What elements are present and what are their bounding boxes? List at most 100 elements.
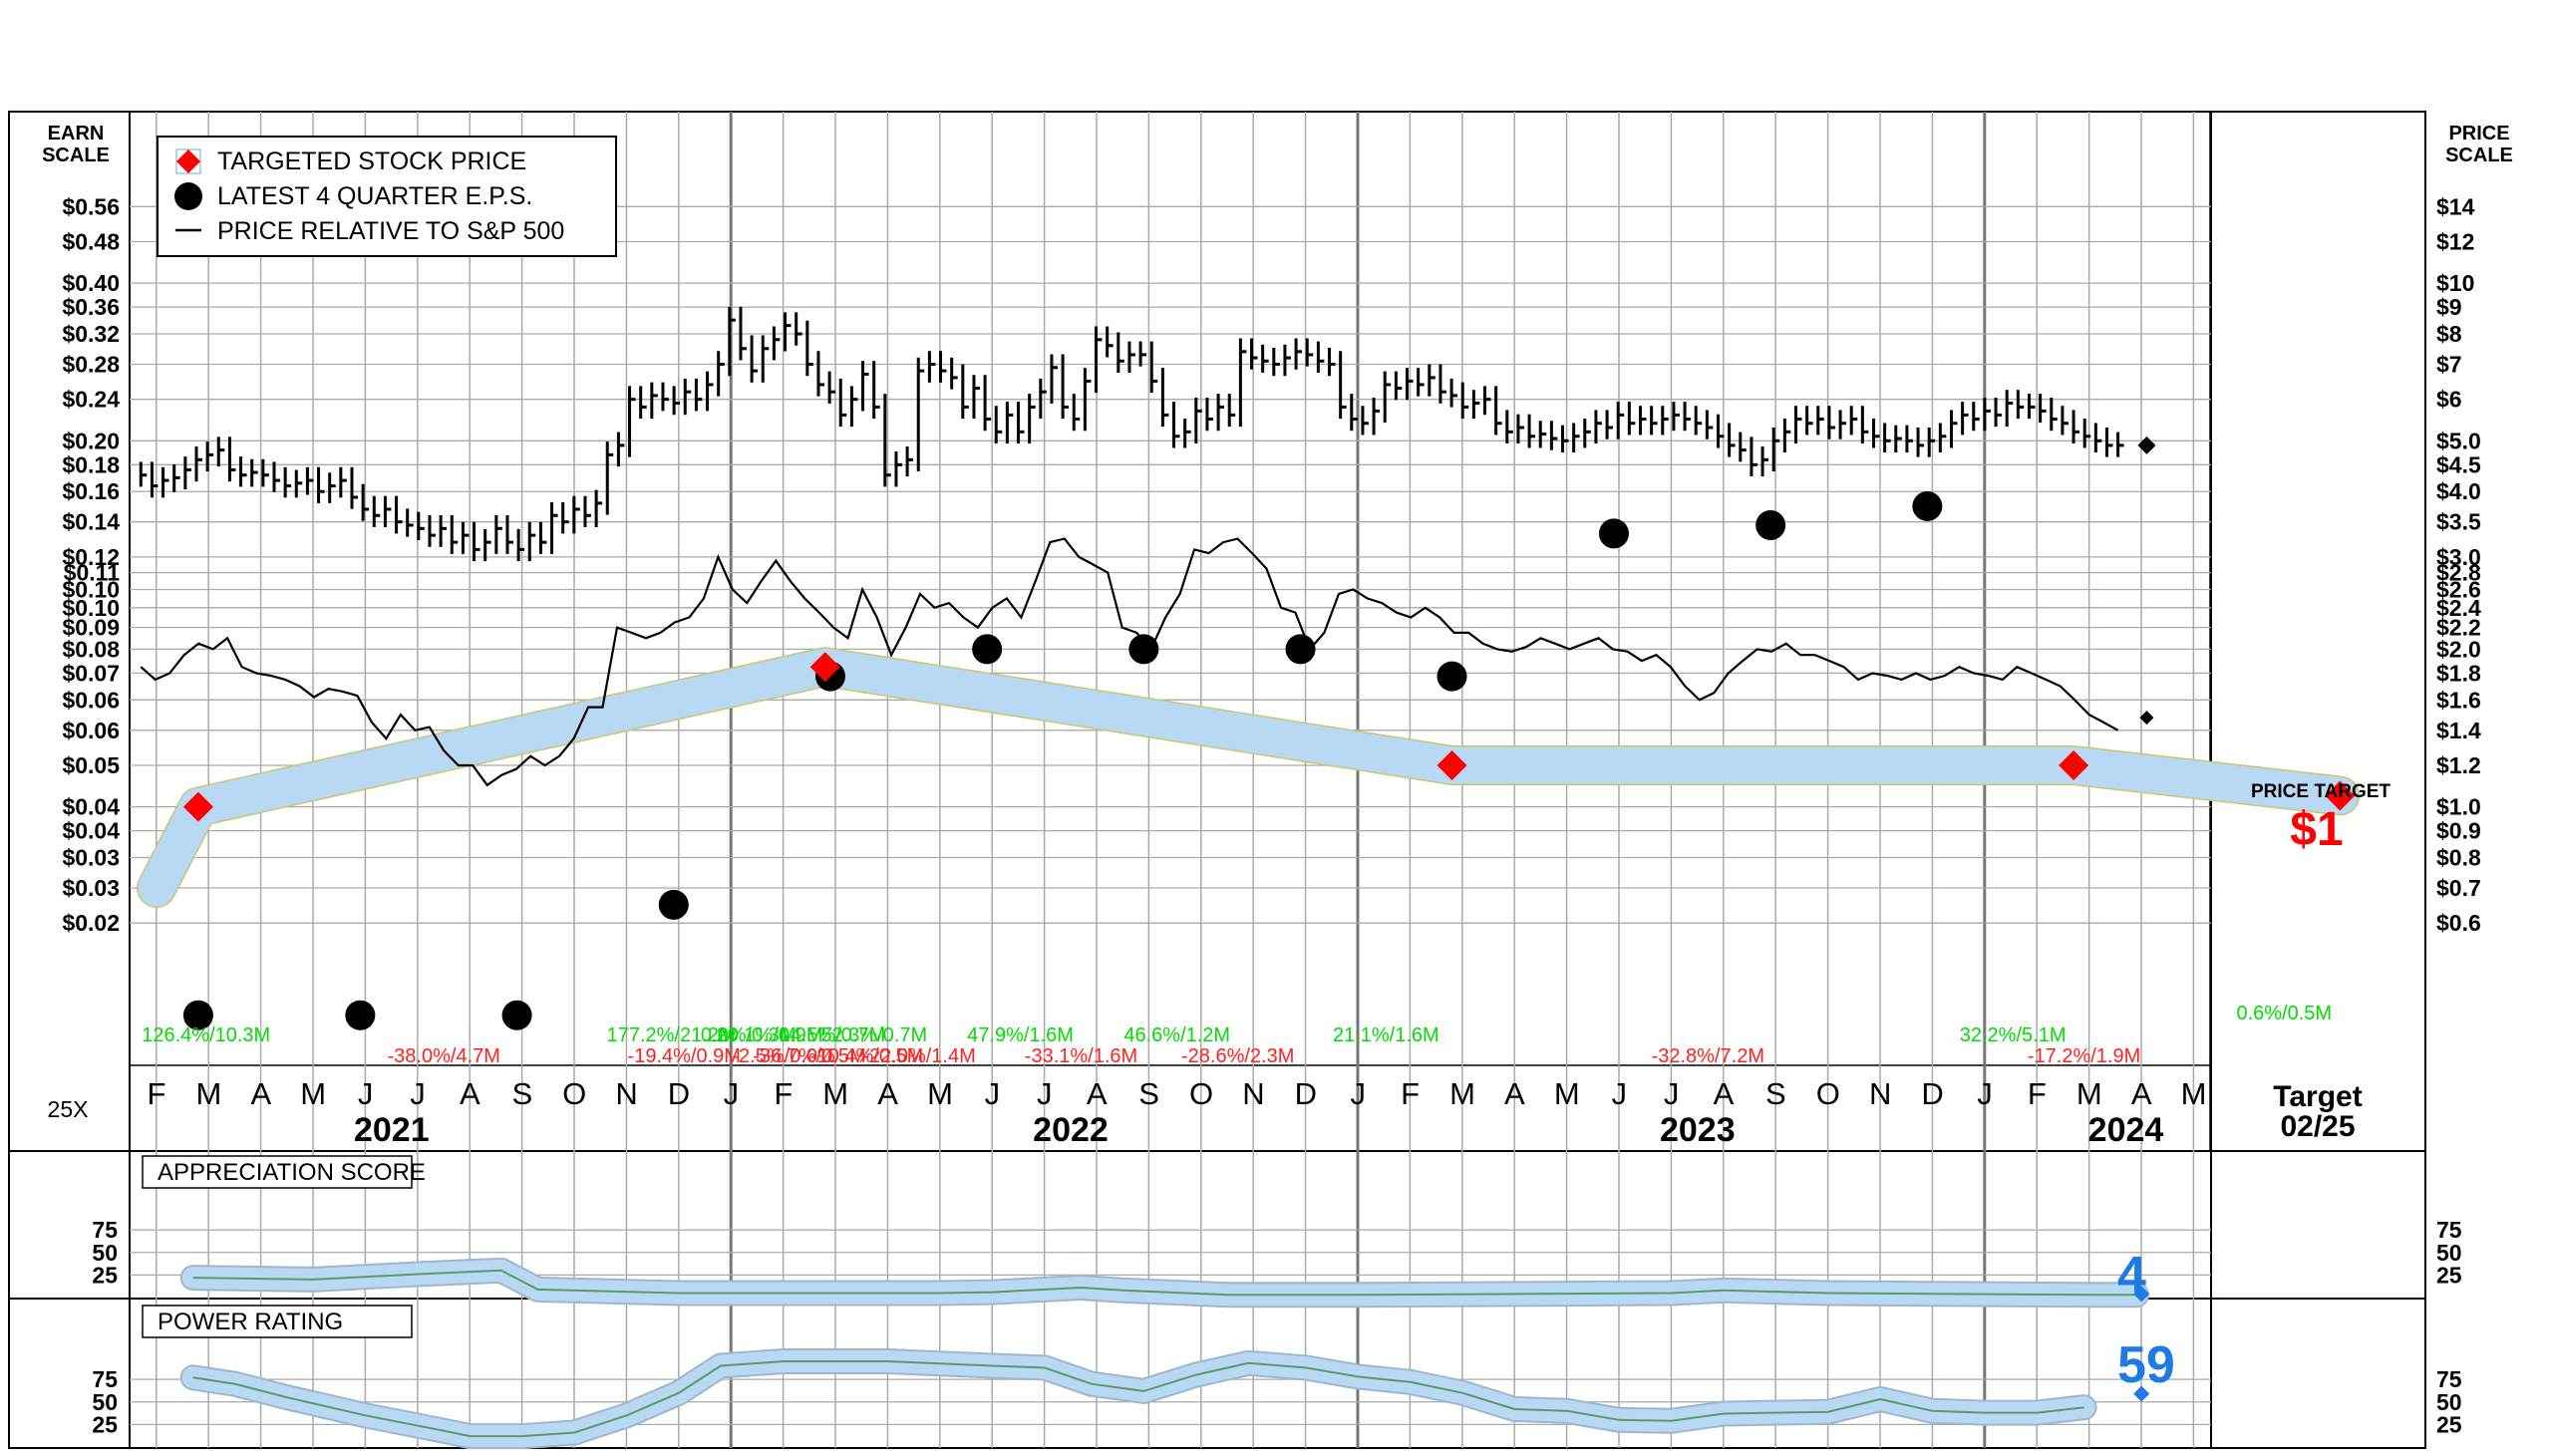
price-bar: [1471, 390, 1480, 420]
earn-tick-label: $0.16: [62, 478, 120, 504]
growth-label: -17.2%/1.9M: [2028, 1045, 2140, 1067]
price-bar: [205, 441, 214, 472]
growth-label: 177.2%/21.2M: [607, 1024, 736, 1046]
price-tick-label: $2.2: [2436, 615, 2481, 641]
price-bar: [2005, 390, 2014, 428]
price-bar: [939, 351, 947, 383]
eps-dot: [1128, 634, 1159, 665]
month-label: F: [148, 1076, 166, 1111]
price-tick-label: $10: [2436, 270, 2474, 296]
appreciation-tick-right: 25: [2436, 1262, 2462, 1288]
power-current-value: 59: [2117, 1336, 2175, 1394]
price-bar: [1938, 423, 1947, 452]
price-bar: [583, 495, 591, 527]
price-bar: [916, 357, 925, 472]
price-bar: [1116, 332, 1124, 373]
price-bar: [383, 495, 392, 527]
legend-relative-label: PRICE RELATIVE TO S&P 500: [217, 217, 564, 245]
price-tick-label: $9: [2436, 294, 2462, 320]
price-bar: [1138, 341, 1147, 367]
price-bar: [1527, 414, 1536, 448]
eps-dot: [501, 1000, 532, 1030]
price-tick-label: $4.0: [2436, 478, 2481, 504]
earn-tick-label: $0.04: [62, 818, 120, 844]
price-bar: [2072, 410, 2080, 444]
month-label: M: [2181, 1076, 2207, 1111]
earn-scale-title-line2: SCALE: [42, 145, 110, 166]
price-bar: [1605, 410, 1614, 439]
price-bar: [1050, 354, 1058, 404]
earn-tick-label: $0.06: [62, 718, 120, 743]
price-target-caption: PRICE TARGET: [2251, 781, 2391, 802]
eps-dot: [1598, 518, 1629, 549]
growth-label: -32.8%/7.2M: [1652, 1045, 1764, 1067]
year-label: 2022: [1033, 1111, 1109, 1149]
earn-scale-title-line1: EARN: [48, 123, 105, 145]
price-bar: [1860, 406, 1869, 444]
price-bar: [2027, 394, 2036, 420]
price-bar: [305, 466, 314, 495]
price-tick-label: $12: [2436, 228, 2474, 254]
earn-tick-label: $0.36: [62, 294, 120, 320]
month-label: N: [1242, 1076, 1264, 1111]
price-bar: [1449, 378, 1458, 408]
earn-tick-label: $0.40: [62, 270, 120, 296]
earn-tick-label: $0.10: [62, 577, 120, 603]
month-label: J: [1977, 1076, 1993, 1111]
month-label: J: [1037, 1076, 1053, 1111]
price-bar: [1095, 326, 1103, 394]
price-tick-label: $8: [2436, 321, 2462, 347]
multiplier-label: 25X: [48, 1096, 89, 1122]
earn-tick-label: $0.14: [62, 509, 120, 535]
month-label: O: [1816, 1076, 1840, 1111]
price-bar: [994, 406, 1003, 444]
price-bar: [927, 351, 936, 383]
price-bar: [717, 351, 725, 397]
price-bar: [183, 456, 191, 490]
month-label: M: [927, 1076, 953, 1111]
month-label: J: [1611, 1076, 1627, 1111]
appreciation-current-marker: [2133, 1286, 2150, 1303]
chart-frame: [8, 111, 2426, 1449]
price-bar: [1261, 344, 1269, 373]
price-bar: [2116, 432, 2124, 457]
price-bar: [1750, 437, 1757, 477]
price-bar: [439, 515, 448, 547]
price-bar: [1650, 406, 1658, 436]
price-bar: [339, 466, 347, 498]
price-bar: [1716, 414, 1725, 448]
price-bar: [1328, 347, 1336, 377]
price-bar: [172, 464, 180, 492]
month-label: S: [1138, 1076, 1159, 1111]
price-tick-label: $6: [2436, 387, 2462, 413]
price-bar: [272, 461, 280, 492]
price-bar: [628, 386, 636, 457]
price-bar: [616, 432, 625, 467]
earn-tick-label: $0.20: [62, 428, 120, 453]
price-bar: [1827, 406, 1835, 439]
price-bar: [1438, 364, 1446, 404]
target-label-line2: 02/25: [2280, 1110, 2355, 1143]
price-bar: [283, 466, 292, 498]
power-tick-right: 25: [2436, 1411, 2462, 1437]
price-bar: [1805, 406, 1813, 436]
price-bar: [1083, 368, 1092, 432]
price-bar: [1816, 406, 1824, 436]
month-label: F: [1401, 1076, 1420, 1111]
price-bar: [1949, 410, 1958, 448]
eps-dot: [1912, 490, 1943, 521]
price-bar: [883, 394, 891, 487]
price-tick-label: $5.0: [2436, 428, 2481, 453]
price-bar: [894, 451, 902, 487]
price-bar: [1894, 425, 1902, 452]
price-bar: [594, 489, 603, 527]
earn-tick-label: $0.03: [62, 875, 120, 901]
month-label: S: [1765, 1076, 1786, 1111]
month-label: J: [724, 1076, 740, 1111]
appreciation-current-value: 4: [2117, 1247, 2146, 1305]
price-bar: [1417, 368, 1425, 397]
earn-tick-label: $0.32: [62, 321, 120, 347]
month-label: M: [1449, 1076, 1475, 1111]
price-scale-title: PRICE SCALE: [2445, 123, 2513, 166]
eps-dot: [1755, 509, 1786, 540]
